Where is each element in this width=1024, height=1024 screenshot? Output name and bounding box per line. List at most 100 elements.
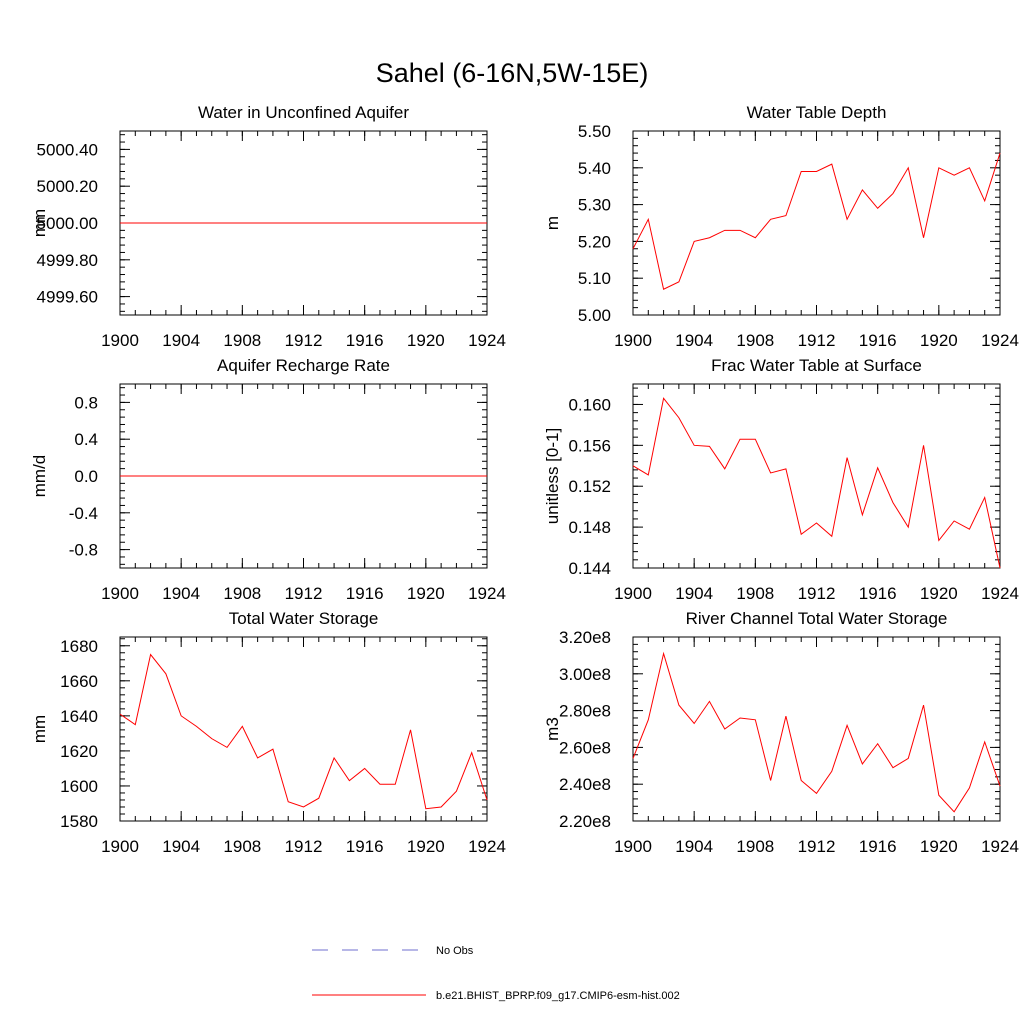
x-tick-label: 1900 bbox=[614, 584, 652, 603]
chart-title: Aquifer Recharge Rate bbox=[217, 356, 390, 375]
x-tick-label: 1908 bbox=[223, 584, 261, 603]
x-tick-label: 1916 bbox=[859, 584, 897, 603]
y-tick-label: 1620 bbox=[60, 742, 98, 761]
x-tick-label: 1908 bbox=[736, 837, 774, 856]
y-tick-label: 0.152 bbox=[568, 477, 611, 496]
x-tick-label: 1900 bbox=[614, 331, 652, 350]
x-tick-label: 1900 bbox=[101, 584, 139, 603]
y-tick-label: -0.4 bbox=[69, 504, 98, 523]
x-tick-label: 1904 bbox=[675, 331, 713, 350]
chart-title: Frac Water Table at Surface bbox=[711, 356, 922, 375]
x-tick-label: 1900 bbox=[101, 331, 139, 350]
y-tick-label: 5.20 bbox=[578, 232, 611, 251]
y-tick-label: 5.40 bbox=[578, 159, 611, 178]
y-tick-label: 5000.40 bbox=[37, 140, 98, 159]
x-tick-label: 1924 bbox=[981, 584, 1019, 603]
y-tick-label: 0.0 bbox=[74, 467, 98, 486]
y-tick-label: 0.4 bbox=[74, 430, 98, 449]
chart-panel-3: Aquifer Recharge Rate mm/d 1900 1904 1908 191… bbox=[30, 356, 506, 603]
y-tick-label: 2.80e8 bbox=[559, 702, 611, 721]
x-tick-label: 1916 bbox=[346, 331, 384, 350]
x-tick-label: 1920 bbox=[920, 584, 958, 603]
y-tick-label: 4999.80 bbox=[37, 251, 98, 270]
x-tick-label: 1920 bbox=[920, 331, 958, 350]
y-tick-label: 3.20e8 bbox=[559, 628, 611, 647]
y-axis-label: mm bbox=[30, 209, 49, 237]
y-axis-label: m3 bbox=[543, 717, 562, 741]
y-tick-label: 0.148 bbox=[568, 518, 611, 537]
x-tick-label: 1920 bbox=[407, 331, 445, 350]
x-tick-label: 1904 bbox=[162, 584, 200, 603]
chart-title: Water in Unconfined Aquifer bbox=[198, 103, 409, 122]
x-tick-label: 1924 bbox=[981, 837, 1019, 856]
x-tick-label: 1908 bbox=[223, 331, 261, 350]
y-tick-label: -0.8 bbox=[69, 541, 98, 560]
y-axis-label: mm bbox=[30, 715, 49, 743]
x-tick-label: 1920 bbox=[920, 837, 958, 856]
x-tick-label: 1908 bbox=[223, 837, 261, 856]
y-tick-label: 3.00e8 bbox=[559, 665, 611, 684]
y-tick-label: 1640 bbox=[60, 707, 98, 726]
x-tick-label: 1904 bbox=[675, 837, 713, 856]
y-tick-label: 1660 bbox=[60, 672, 98, 691]
x-tick-label: 1916 bbox=[859, 331, 897, 350]
x-tick-label: 1912 bbox=[798, 837, 836, 856]
x-tick-label: 1904 bbox=[675, 584, 713, 603]
y-tick-label: 5.30 bbox=[578, 196, 611, 215]
y-axis-label: m bbox=[543, 216, 562, 230]
y-tick-label: 5.50 bbox=[578, 122, 611, 141]
series-line-1 bbox=[632, 152, 1001, 290]
figure-title: Sahel (6-16N,5W-15E) bbox=[376, 58, 649, 88]
series-line-1 bbox=[632, 651, 1001, 813]
y-tick-label: 2.40e8 bbox=[559, 775, 611, 794]
x-tick-label: 1912 bbox=[285, 837, 323, 856]
y-tick-label: 5.00 bbox=[578, 306, 611, 325]
x-tick-label: 1924 bbox=[468, 331, 506, 350]
y-axis-label: mm/d bbox=[30, 455, 49, 498]
y-tick-label: 0.160 bbox=[568, 395, 611, 414]
x-tick-label: 1924 bbox=[981, 331, 1019, 350]
y-tick-label: 5.10 bbox=[578, 269, 611, 288]
x-tick-label: 1916 bbox=[859, 837, 897, 856]
y-axis-label: unitless [0-1] bbox=[543, 428, 562, 524]
y-tick-label: 4999.60 bbox=[37, 288, 98, 307]
y-tick-label: 5000.00 bbox=[37, 214, 98, 233]
chart-panel-5: Total Water Storage mm 1900 1904 1908 1912 191… bbox=[30, 609, 506, 856]
y-tick-label: 2.20e8 bbox=[559, 812, 611, 831]
y-tick-label: 1600 bbox=[60, 777, 98, 796]
x-tick-label: 1908 bbox=[736, 331, 774, 350]
x-tick-label: 1904 bbox=[162, 331, 200, 350]
x-tick-label: 1924 bbox=[468, 837, 506, 856]
chart-panels: Water in Unconfined Aquifer mm 1900 1904 190… bbox=[30, 103, 1019, 856]
y-tick-label: 2.60e8 bbox=[559, 738, 611, 757]
legend-label-model: b.e21.BHIST_BPRP.f09_g17.CMIP6-esm-hist.… bbox=[436, 990, 680, 1002]
series-line-1 bbox=[119, 653, 488, 810]
legend: No Obs b.e21.BHIST_BPRP.f09_g17.CMIP6-es… bbox=[312, 945, 680, 1002]
legend-label-no-obs: No Obs bbox=[436, 945, 474, 957]
x-tick-label: 1924 bbox=[468, 584, 506, 603]
x-tick-label: 1920 bbox=[407, 837, 445, 856]
x-tick-label: 1912 bbox=[285, 584, 323, 603]
chart-panel-6: River Channel Total Water Storage m3 1900 1… bbox=[543, 609, 1019, 856]
x-tick-label: 1908 bbox=[736, 584, 774, 603]
x-tick-label: 1916 bbox=[346, 584, 384, 603]
x-tick-label: 1904 bbox=[162, 837, 200, 856]
chart-title: River Channel Total Water Storage bbox=[686, 609, 948, 628]
series-line-1 bbox=[632, 397, 1001, 569]
chart-title: Water Table Depth bbox=[747, 103, 887, 122]
y-tick-label: 0.156 bbox=[568, 436, 611, 455]
x-tick-label: 1912 bbox=[798, 331, 836, 350]
y-tick-label: 0.144 bbox=[568, 559, 611, 578]
x-tick-label: 1916 bbox=[346, 837, 384, 856]
y-tick-label: 1680 bbox=[60, 637, 98, 656]
chart-title: Total Water Storage bbox=[229, 609, 379, 628]
chart-panel-2: Water Table Depth m 1900 1904 1908 1912 1916 19… bbox=[543, 103, 1019, 350]
chart-panel-4: Frac Water Table at Surface unitless [0-1… bbox=[543, 356, 1019, 603]
y-tick-label: 1580 bbox=[60, 812, 98, 831]
y-tick-label: 0.8 bbox=[74, 393, 98, 412]
x-tick-label: 1912 bbox=[798, 584, 836, 603]
y-tick-label: 5000.20 bbox=[37, 177, 98, 196]
x-tick-label: 1900 bbox=[101, 837, 139, 856]
